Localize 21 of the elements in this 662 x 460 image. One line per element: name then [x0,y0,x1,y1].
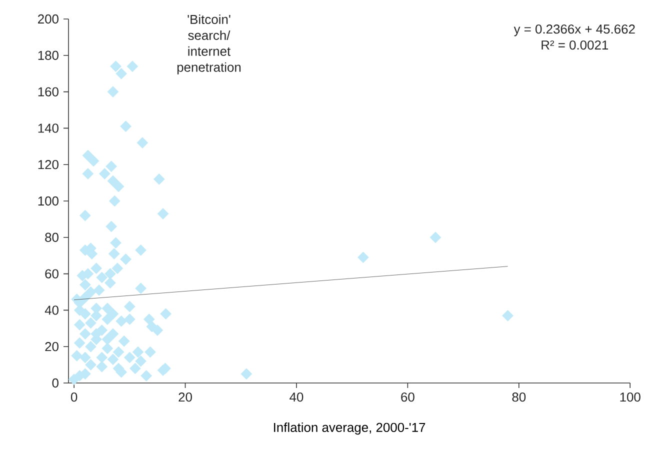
y-tick-label: 60 [45,269,58,278]
annotation: y = 0.2366x + 45.662 [514,24,635,36]
x-tick-label: 100 [620,392,640,402]
y-tick-label: 200 [38,14,58,24]
annotation: R² = 0.0021 [542,40,608,50]
x-axis-title: Inflation average, 2000-'17 [274,422,426,435]
y-tick-label: 100 [38,196,58,206]
y-tick-label: 40 [44,306,58,315]
y-tick-label: 160 [38,87,58,96]
x-tick-label: 80 [512,392,526,402]
y-tick-label: 0 [52,378,58,388]
x-tick-label: 20 [178,392,192,402]
y-axis-title: 'Bitcoin' search/ internet penetration [177,14,241,74]
y-tick-label: 140 [38,124,58,133]
x-tick-label: 0 [70,392,78,402]
x-tick-label: 40 [290,392,304,402]
y-tick-label: 20 [45,342,58,352]
y-tick-label: 120 [38,160,58,170]
y-tick-label: 80 [45,232,58,242]
x-tick-label: 60 [401,392,414,402]
y-tick-label: 180 [38,50,58,60]
